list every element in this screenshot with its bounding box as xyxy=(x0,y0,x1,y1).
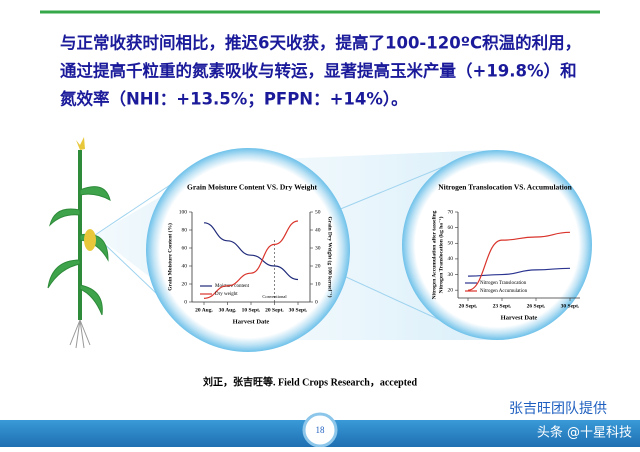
x-tick-label: 30 Sept. xyxy=(289,307,308,313)
series-line xyxy=(467,231,571,291)
y-axis-label: Nitrogen Translocation (kg ha⁻¹) xyxy=(437,216,444,293)
y2-tick-label: 10 xyxy=(315,281,321,287)
y-tick-label: 40 xyxy=(448,256,454,262)
legend-label: Nitrogen Translocation xyxy=(480,281,527,286)
x-tick-label: 20 Sept. xyxy=(459,303,478,309)
series-line xyxy=(467,267,571,277)
x-tick-label: 30 Sept. xyxy=(561,303,580,309)
legend-label: Nitrogen Accumulation xyxy=(480,289,528,294)
y-axis-label: Grain Moisture Content (%) xyxy=(166,223,173,291)
y-tick-label: 80 xyxy=(182,227,188,233)
legend-label: Moisture content xyxy=(215,284,250,289)
x-axis-label: Harvest Date xyxy=(501,314,538,321)
zoom-circle xyxy=(402,150,592,340)
y2-axis-label: Grain Dry Weight (g 100 kernel⁻¹) xyxy=(327,217,334,298)
y-tick-label: 40 xyxy=(182,263,188,269)
y-tick-label: 20 xyxy=(182,281,188,287)
headline-line: 通过提高千粒重的氮素吸收与转运，显著提高玉米产量（+19.8%）和 xyxy=(60,61,577,81)
annotation: Conventional xyxy=(262,294,287,299)
y-tick-label: 50 xyxy=(448,241,454,247)
x-tick-label: 10 Sept. xyxy=(242,307,261,313)
x-tick-label: 23 Sept. xyxy=(493,303,512,309)
series-line xyxy=(203,220,299,299)
x-tick-label: 26 Sept. xyxy=(527,303,546,309)
credit: 张吉旺团队提供 xyxy=(509,401,607,417)
page-badge xyxy=(302,412,338,448)
page-number: 18 xyxy=(316,425,326,435)
y-tick-label: 0 xyxy=(184,299,187,305)
y2-tick-label: 40 xyxy=(315,227,321,233)
corn-plant xyxy=(47,137,111,349)
y-tick-label: 100 xyxy=(179,209,188,215)
y2-tick-label: 0 xyxy=(315,299,318,305)
watermark: 头条 @十星科技 xyxy=(537,425,632,441)
chart-title: Nitrogen Translocation VS. Accumulation xyxy=(438,183,572,192)
y-axis-label: Nitrogen Accumulation after tasseling xyxy=(431,210,437,299)
x-axis-label: Harvest Date xyxy=(233,318,270,325)
headline-line: 与正常收获时间相比，推迟6天收获，提高了100-120ºC积温的利用， xyxy=(60,33,581,53)
citation: 刘正，张吉旺等. Field Crops Research，accepted xyxy=(203,375,417,388)
legend-label: Dry weight xyxy=(215,292,238,297)
series-line xyxy=(203,222,299,281)
y-tick-label: 70 xyxy=(448,209,454,215)
y2-tick-label: 50 xyxy=(315,209,321,215)
y-tick-label: 60 xyxy=(182,245,188,251)
y-tick-label: 60 xyxy=(448,225,454,231)
zoom-circle xyxy=(146,148,350,352)
headline-line: 氮效率（NHI：+13.5%；PFPN：+14%）。 xyxy=(60,89,408,109)
y-tick-label: 30 xyxy=(448,272,454,278)
y2-tick-label: 20 xyxy=(315,263,321,269)
y-tick-label: 20 xyxy=(448,287,454,293)
y2-tick-label: 30 xyxy=(315,245,321,251)
x-tick-label: 20 Aug. xyxy=(195,307,213,313)
x-tick-label: 30 Aug. xyxy=(219,307,237,313)
chart-title: Grain Moisture Content VS. Dry Weight xyxy=(187,183,318,192)
x-tick-label: 20 Sept. xyxy=(265,307,284,313)
